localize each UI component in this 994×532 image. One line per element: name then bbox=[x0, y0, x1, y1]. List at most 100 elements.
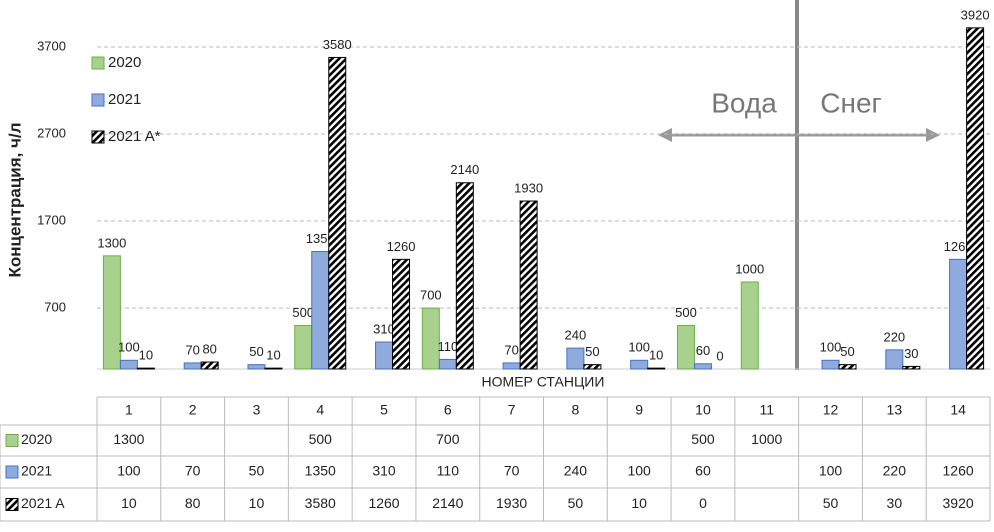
table-swatch bbox=[5, 465, 19, 479]
table-cell: 0 bbox=[699, 495, 707, 511]
table-cell: 240 bbox=[564, 463, 588, 479]
value-label: 500 bbox=[292, 305, 314, 320]
table-cell: 1300 bbox=[113, 431, 144, 447]
value-label: 100 bbox=[820, 340, 842, 355]
bar bbox=[294, 324, 313, 370]
value-label: 10 bbox=[139, 348, 153, 363]
y-tick-label: 2700 bbox=[37, 125, 66, 140]
legend-label: 2021 bbox=[108, 91, 141, 108]
value-label: 50 bbox=[840, 344, 854, 359]
table-cell: 1000 bbox=[751, 431, 782, 447]
table-cell: 1930 bbox=[496, 495, 527, 511]
bar bbox=[949, 258, 968, 370]
table-header: 2 bbox=[189, 402, 197, 418]
bar bbox=[676, 324, 695, 370]
bar bbox=[583, 364, 602, 370]
legend-label: 2021 A* bbox=[108, 128, 161, 145]
table-row-label: 2021 bbox=[21, 463, 52, 479]
value-label: 100 bbox=[628, 340, 650, 355]
bar bbox=[821, 359, 840, 370]
bar bbox=[375, 341, 394, 370]
table-header: 9 bbox=[635, 402, 643, 418]
value-label: 500 bbox=[675, 305, 697, 320]
table-cell: 10 bbox=[631, 495, 647, 511]
bar bbox=[966, 27, 985, 370]
table-header: 4 bbox=[316, 402, 324, 418]
bar bbox=[311, 251, 330, 370]
annotation: Вода bbox=[711, 87, 777, 118]
bar bbox=[740, 281, 759, 370]
table-cell: 60 bbox=[695, 463, 711, 479]
bar bbox=[183, 362, 202, 370]
table-cell: 1350 bbox=[305, 463, 336, 479]
value-label: 1260 bbox=[944, 239, 973, 254]
arrow bbox=[658, 128, 940, 142]
table-cell: 100 bbox=[627, 463, 651, 479]
bar bbox=[264, 367, 283, 370]
legend-label: 2020 bbox=[108, 54, 141, 71]
bar bbox=[455, 182, 474, 370]
table-cell: 70 bbox=[504, 463, 520, 479]
bar bbox=[693, 363, 712, 370]
y-tick-label: 700 bbox=[44, 300, 66, 315]
table-cell: 310 bbox=[372, 463, 396, 479]
bar bbox=[328, 56, 347, 370]
table-swatch bbox=[5, 498, 19, 511]
table-row-label: 2020 bbox=[21, 431, 52, 447]
value-label: 3920 bbox=[961, 7, 990, 22]
value-label: 0 bbox=[716, 348, 723, 363]
value-label: 80 bbox=[202, 341, 216, 356]
table-header: 8 bbox=[571, 402, 579, 418]
table-header: 3 bbox=[253, 402, 261, 418]
bar bbox=[519, 200, 538, 370]
table-swatch bbox=[5, 434, 19, 447]
value-label: 700 bbox=[420, 288, 442, 303]
table-cell: 500 bbox=[309, 431, 333, 447]
table-header: 10 bbox=[695, 402, 711, 418]
value-label: 10 bbox=[266, 348, 280, 363]
table-header: 5 bbox=[380, 402, 388, 418]
table-cell: 10 bbox=[121, 495, 137, 511]
table-header: 12 bbox=[823, 402, 839, 418]
table-cell: 10 bbox=[249, 495, 265, 511]
table-cell: 70 bbox=[185, 463, 201, 479]
value-label: 1260 bbox=[387, 239, 416, 254]
table-row-label: 2021 A bbox=[21, 495, 65, 511]
bar bbox=[438, 358, 457, 370]
table-cell: 80 bbox=[185, 495, 201, 511]
value-label: 310 bbox=[373, 321, 395, 336]
value-label: 3580 bbox=[323, 37, 352, 52]
value-label: 220 bbox=[883, 329, 905, 344]
bar bbox=[566, 347, 585, 370]
bar bbox=[136, 367, 155, 370]
y-tick-label: 1700 bbox=[37, 212, 66, 227]
value-label: 240 bbox=[565, 328, 587, 343]
table-cell: 100 bbox=[117, 463, 141, 479]
bar bbox=[502, 362, 521, 370]
annotation: Снег bbox=[820, 87, 881, 118]
legend-swatch bbox=[91, 130, 105, 144]
legend-swatch bbox=[91, 93, 105, 107]
table-header: 14 bbox=[950, 402, 966, 418]
bar bbox=[421, 307, 440, 370]
value-label: 10 bbox=[649, 348, 663, 363]
value-label: 2140 bbox=[450, 162, 479, 177]
value-label: 70 bbox=[504, 342, 518, 357]
bar bbox=[247, 364, 266, 370]
table-cell: 1260 bbox=[943, 463, 974, 479]
value-label: 50 bbox=[585, 344, 599, 359]
value-label: 110 bbox=[437, 339, 458, 354]
table-cell: 100 bbox=[819, 463, 843, 479]
table-header: 6 bbox=[444, 402, 452, 418]
table-header: 13 bbox=[887, 402, 903, 418]
legend-swatch bbox=[91, 56, 105, 70]
bar bbox=[902, 365, 921, 370]
bar bbox=[885, 349, 904, 370]
table-header: 1 bbox=[125, 402, 133, 418]
value-label: 30 bbox=[904, 346, 918, 361]
value-label: 1350 bbox=[306, 231, 335, 246]
table-cell: 110 bbox=[437, 463, 460, 479]
value-label: 1930 bbox=[514, 180, 543, 195]
table-cell: 500 bbox=[691, 431, 715, 447]
